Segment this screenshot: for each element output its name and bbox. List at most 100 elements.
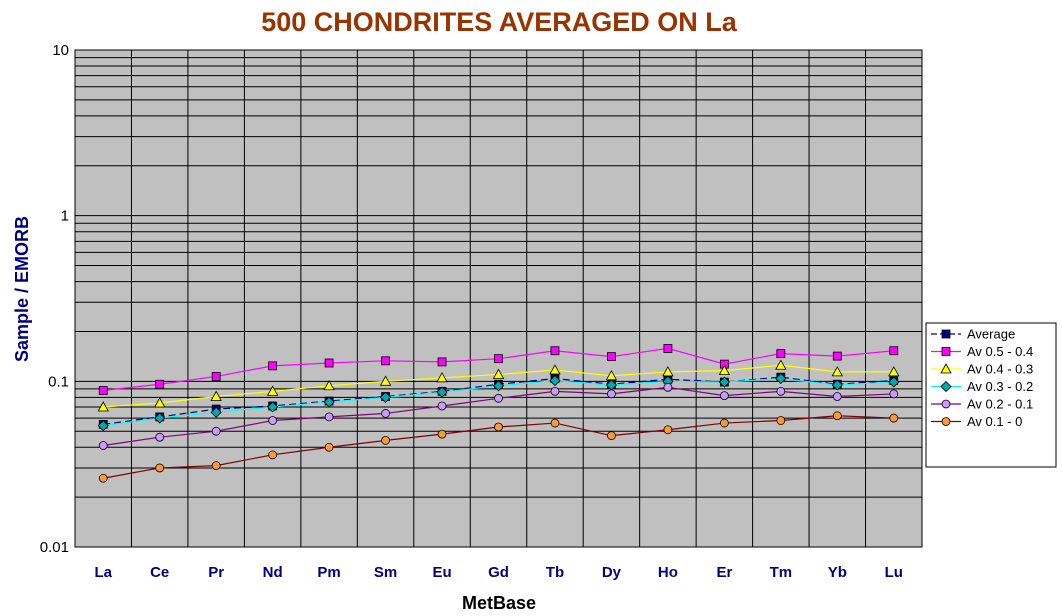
data-point [889, 346, 899, 356]
data-point [776, 349, 786, 359]
y-tick-label: 0.01 [40, 539, 69, 556]
data-point [268, 361, 278, 371]
x-category-label: Lu [885, 564, 903, 581]
data-point [941, 347, 951, 356]
data-point [98, 441, 108, 450]
legend: Average Av 0.5 - 0.4 Av 0.4 - 0.3 Av 0.3 - … [925, 322, 1057, 468]
x-category-label: Pr [208, 564, 224, 581]
data-point [607, 389, 616, 399]
x-category-label: Ce [150, 564, 169, 581]
data-point [663, 425, 673, 435]
data-point [436, 386, 448, 398]
x-category-label: Tb [546, 564, 564, 581]
data-point [832, 411, 842, 421]
x-category-label: Gd [488, 564, 509, 581]
data-point [268, 416, 278, 425]
data-point [549, 375, 561, 387]
data-point [549, 364, 561, 375]
series [98, 411, 899, 483]
data-point [831, 379, 843, 391]
data-point [607, 352, 616, 362]
data-point [663, 382, 673, 392]
data-point [941, 399, 951, 409]
data-point [437, 429, 447, 439]
data-point [663, 344, 673, 353]
data-point [832, 392, 842, 401]
data-point [98, 473, 108, 483]
data-point [607, 431, 616, 441]
y-tick-label: 0.1 [48, 373, 69, 390]
data-point [941, 417, 951, 426]
x-category-label: Sm [374, 564, 397, 581]
y-axis-title: Sample / EMORB [12, 216, 32, 362]
data-point [323, 379, 335, 391]
data-point [381, 409, 390, 418]
series [98, 382, 899, 450]
data-point [381, 356, 390, 366]
chart-title: 500 CHONDRITES AVERAGED ON La [261, 7, 738, 37]
y-tick-label: 10 [52, 42, 69, 59]
data-point [718, 376, 730, 388]
y-tick-label: 1 [61, 208, 69, 225]
data-point [324, 442, 334, 452]
series-group [97, 344, 900, 483]
data-point [436, 371, 448, 383]
data-point [155, 432, 165, 442]
legend-item: Av 0.5 - 0.4 [931, 344, 1033, 359]
series [97, 372, 900, 432]
data-point [831, 366, 843, 377]
legend-box [925, 322, 1057, 468]
data-point [437, 357, 447, 367]
data-point [211, 426, 221, 436]
data-point [324, 412, 334, 422]
data-point [210, 406, 222, 418]
data-point [940, 363, 952, 374]
data-point [437, 401, 447, 411]
data-point [379, 375, 392, 386]
legend-item: Av 0.4 - 0.3 [931, 362, 1033, 377]
data-point [494, 354, 503, 364]
data-point [889, 413, 899, 423]
data-point [940, 380, 952, 393]
data-point [268, 450, 278, 460]
data-point [832, 351, 842, 361]
data-point [324, 358, 334, 368]
data-point [154, 412, 166, 424]
data-point [98, 386, 108, 395]
legend-item: Av 0.1 - 0 [931, 414, 1022, 429]
series [98, 344, 899, 395]
legend-item: Average [931, 327, 1015, 342]
data-point [888, 376, 900, 388]
data-point [775, 359, 787, 370]
data-point [211, 372, 221, 381]
x-category-label: Er [716, 564, 732, 581]
data-point [266, 385, 279, 396]
data-point [380, 391, 392, 403]
data-point [323, 396, 335, 408]
data-point [776, 386, 786, 396]
x-category-label: Ho [658, 564, 678, 581]
data-point [494, 393, 503, 403]
data-point [889, 389, 899, 399]
x-axis-title: MetBase [462, 593, 536, 613]
data-point [494, 422, 503, 432]
data-point [97, 401, 109, 412]
legend-label: Average [967, 327, 1015, 342]
x-category-label: Dy [602, 564, 622, 581]
data-point [941, 329, 951, 339]
data-point [154, 397, 166, 408]
data-point [775, 372, 787, 385]
x-category-label: Pm [317, 564, 340, 581]
data-point [550, 386, 560, 396]
data-point [155, 463, 165, 473]
x-category-label: Nd [263, 564, 283, 581]
series [97, 359, 900, 412]
data-point [888, 366, 900, 377]
x-category-label: La [94, 564, 112, 581]
data-point [210, 390, 222, 401]
x-axis-categories: La Ce Pr Nd Pm Sm Eu Gd Tb Dy Ho Er Tm Yb Lu [94, 564, 902, 581]
legend-label: Av 0.4 - 0.3 [967, 362, 1033, 377]
data-point [155, 379, 165, 389]
